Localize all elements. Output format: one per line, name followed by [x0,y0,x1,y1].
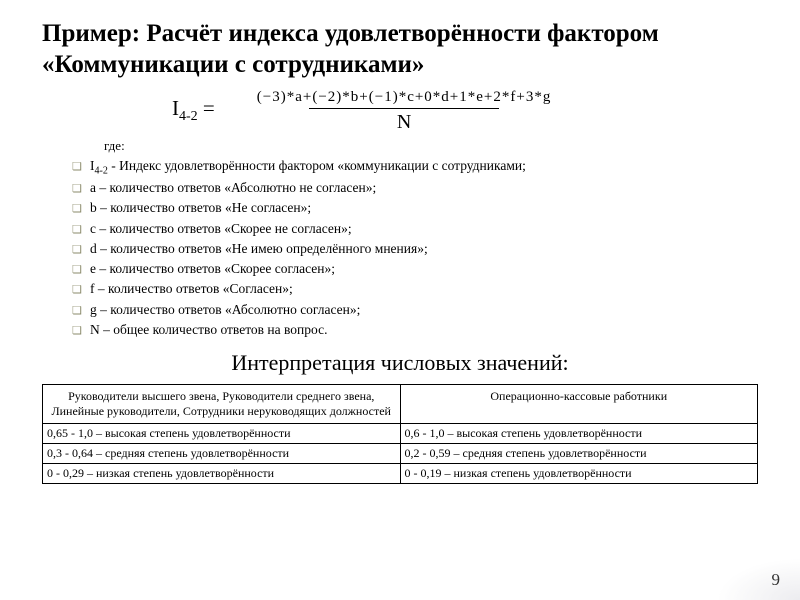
list-item: N – общее количество ответов на вопрос. [72,320,758,340]
formula-equals: = [203,96,215,120]
formula-denominator: N [397,111,411,134]
table-header-row: Руководители высшего звена, Руководители… [43,385,758,424]
table-cell: 0,65 - 1,0 – высокая степень удовлетворё… [43,424,401,444]
table-cell: 0,3 - 0,64 – средняя степень удовлетворё… [43,444,401,464]
table-cell: 0,6 - 1,0 – высокая степень удовлетворён… [400,424,758,444]
formula-symbol: I [172,96,179,120]
list-item: e – количество ответов «Скорее согласен»… [72,259,758,279]
where-label: где: [104,138,758,154]
formula-fraction: (−3)*a+(−2)*b+(−1)*c+0*d+1*e+2*f+3*g N [253,89,556,134]
list-item: I4-2 - Индекс удовлетворённости фактором… [72,156,758,179]
fraction-bar [309,108,499,109]
list-item: c – количество ответов «Скорее не соглас… [72,219,758,239]
formula: I4-2 = (−3)*a+(−2)*b+(−1)*c+0*d+1*e+2*f+… [172,89,758,134]
formula-numerator: (−3)*a+(−2)*b+(−1)*c+0*d+1*e+2*f+3*g [253,89,556,106]
table-cell: 0 - 0,19 – низкая степень удовлетворённо… [400,464,758,484]
slide-content: Пример: Расчёт индекса удовлетворённости… [0,0,800,494]
interpretation-table: Руководители высшего звена, Руководители… [42,384,758,484]
slide-title: Пример: Расчёт индекса удовлетворённости… [42,18,758,81]
list-item: b – количество ответов «Не согласен»; [72,198,758,218]
table-row: 0,3 - 0,64 – средняя степень удовлетворё… [43,444,758,464]
table-row: 0 - 0,29 – низкая степень удовлетворённо… [43,464,758,484]
table-header: Операционно-кассовые работники [400,385,758,424]
table-cell: 0 - 0,29 – низкая степень удовлетворённо… [43,464,401,484]
list-item: g – количество ответов «Абсолютно соглас… [72,300,758,320]
table-row: 0,65 - 1,0 – высокая степень удовлетворё… [43,424,758,444]
list-item: d – количество ответов «Не имею определё… [72,239,758,259]
list-item: a – количество ответов «Абсолютно не сог… [72,178,758,198]
interpretation-title: Интерпретация числовых значений: [42,350,758,376]
formula-lhs: I4-2 = [172,96,215,125]
table-cell: 0,2 - 0,59 – средняя степень удовлетворё… [400,444,758,464]
list-item: f – количество ответов «Согласен»; [72,279,758,299]
page-number: 9 [772,570,781,590]
definitions-list: I4-2 - Индекс удовлетворённости фактором… [72,156,758,341]
decorative-corner [670,530,800,600]
formula-subscript: 4-2 [179,110,198,125]
table-header: Руководители высшего звена, Руководители… [43,385,401,424]
